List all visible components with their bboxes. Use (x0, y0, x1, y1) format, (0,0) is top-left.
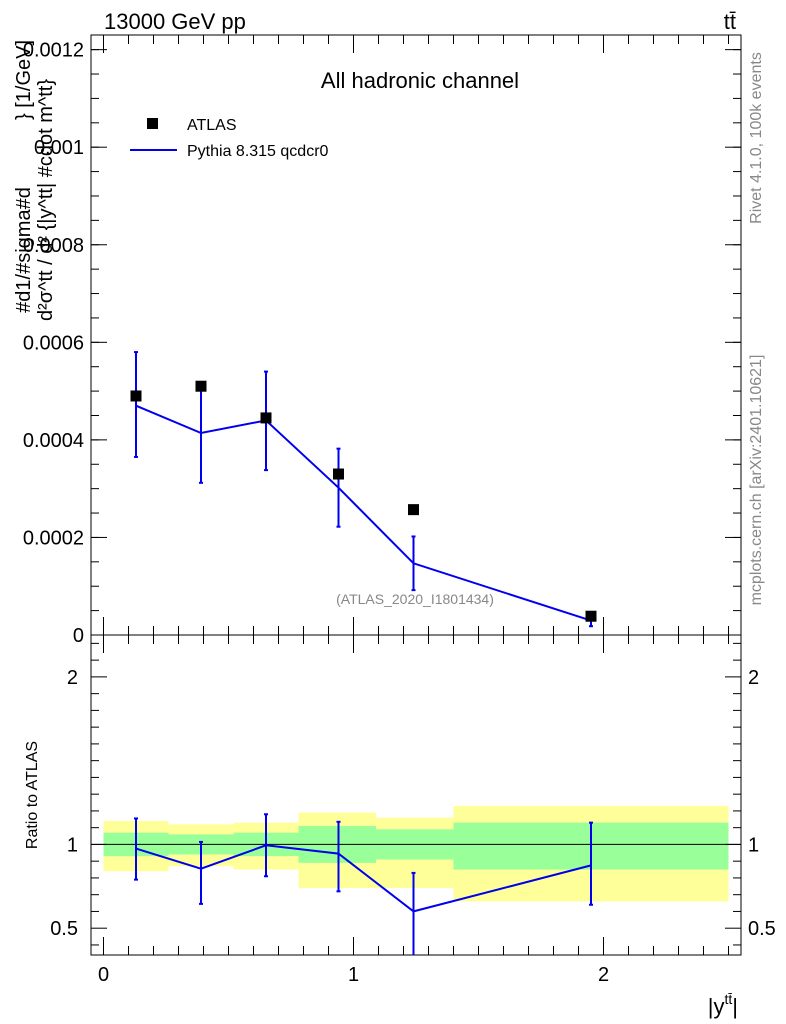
channel-label: All hadronic channel (321, 68, 519, 93)
main-ylabel-prefix: #d1/#sigma#d (13, 187, 35, 313)
ratio-ytick-label: 1 (67, 834, 78, 856)
main-y-axis: 0 0.0002 0.0004 0.0006 0.0008 0.001 0.0012 (23, 40, 741, 647)
legend-data-marker (147, 118, 158, 129)
main-y-axis-title: #d1/#sigma#d d²σ^tt / d² {|y^tt| #cdot m… (13, 40, 57, 321)
ratio-ytick-label-right: 1 (748, 834, 759, 856)
data-series (130, 380, 597, 622)
ratio-ytick-label: 0.5 (50, 918, 78, 940)
legend-mc-label: Pythia 8.315 qcdcr0 (187, 143, 329, 160)
main-ytick-label: 0.0006 (23, 332, 84, 354)
ratio-ytick-label: 2 (67, 667, 78, 689)
mc-line (135, 404, 592, 622)
analysis-id-label: (ATLAS_2020_I1801434) (336, 591, 494, 607)
legend: ATLAS Pythia 8.315 qcdcr0 (130, 117, 329, 160)
ratio-mc-series (134, 813, 593, 955)
x-tick-label: 2 (598, 964, 609, 986)
main-ytick-label: 0.0002 (23, 527, 84, 549)
data-point (408, 504, 419, 516)
data-point (333, 468, 344, 480)
data-point (195, 380, 207, 392)
main-panel: 0 0.0002 0.0004 0.0006 0.0008 0.001 0.0012 All… (13, 34, 742, 647)
ratio-frame (90, 634, 742, 956)
main-ylabel-fraction: d²σ^tt / d² {|y^tt| #cdot m^tt} (35, 79, 57, 321)
ratio-ylabel: Ratio to ATLAS (24, 741, 41, 849)
process-label: tt̄ (724, 9, 736, 34)
main-ytick-label: 0.001 (34, 137, 84, 159)
ratio-panel: 0.5 0.5 1 1 2 2 0 1 2 Ratio to ATLAS |ytt̄| (24, 634, 776, 1019)
main-ylabel-unit: } [1/GeV] (13, 40, 35, 120)
x-tick-label: 0 (98, 964, 109, 986)
main-ytick-label: 0.0012 (23, 40, 84, 62)
ratio-uncertainty-bands (103, 805, 729, 902)
legend-data-label: ATLAS (187, 117, 237, 134)
energy-label: 13000 GeV pp (104, 9, 246, 34)
ratio-ytick-label-right: 0.5 (748, 918, 776, 940)
main-ytick-label: 0.0004 (23, 430, 84, 452)
rivet-version-text: Rivet 4.1.0, 100k events (748, 52, 765, 224)
data-point (260, 412, 272, 424)
xlabel: |ytt̄| (708, 991, 738, 1019)
mcplots-credit-text: mcplots.cern.ch [arXiv:2401.10621] (748, 355, 765, 606)
ratio-ytick-label-right: 2 (748, 667, 759, 689)
data-point (585, 610, 597, 622)
mc-series (134, 351, 593, 628)
main-ytick-label: 0.0008 (23, 235, 84, 257)
x-tick-label: 1 (348, 964, 359, 986)
data-point (130, 390, 142, 402)
ratio-mc-line (135, 844, 592, 913)
main-ytick-label: 0 (73, 625, 84, 647)
ratio-x-axis: 0 1 2 (98, 635, 729, 986)
ratio-y-axis: 0.5 0.5 1 1 2 2 (50, 642, 776, 946)
main-x-axis-ticks (103, 35, 729, 635)
